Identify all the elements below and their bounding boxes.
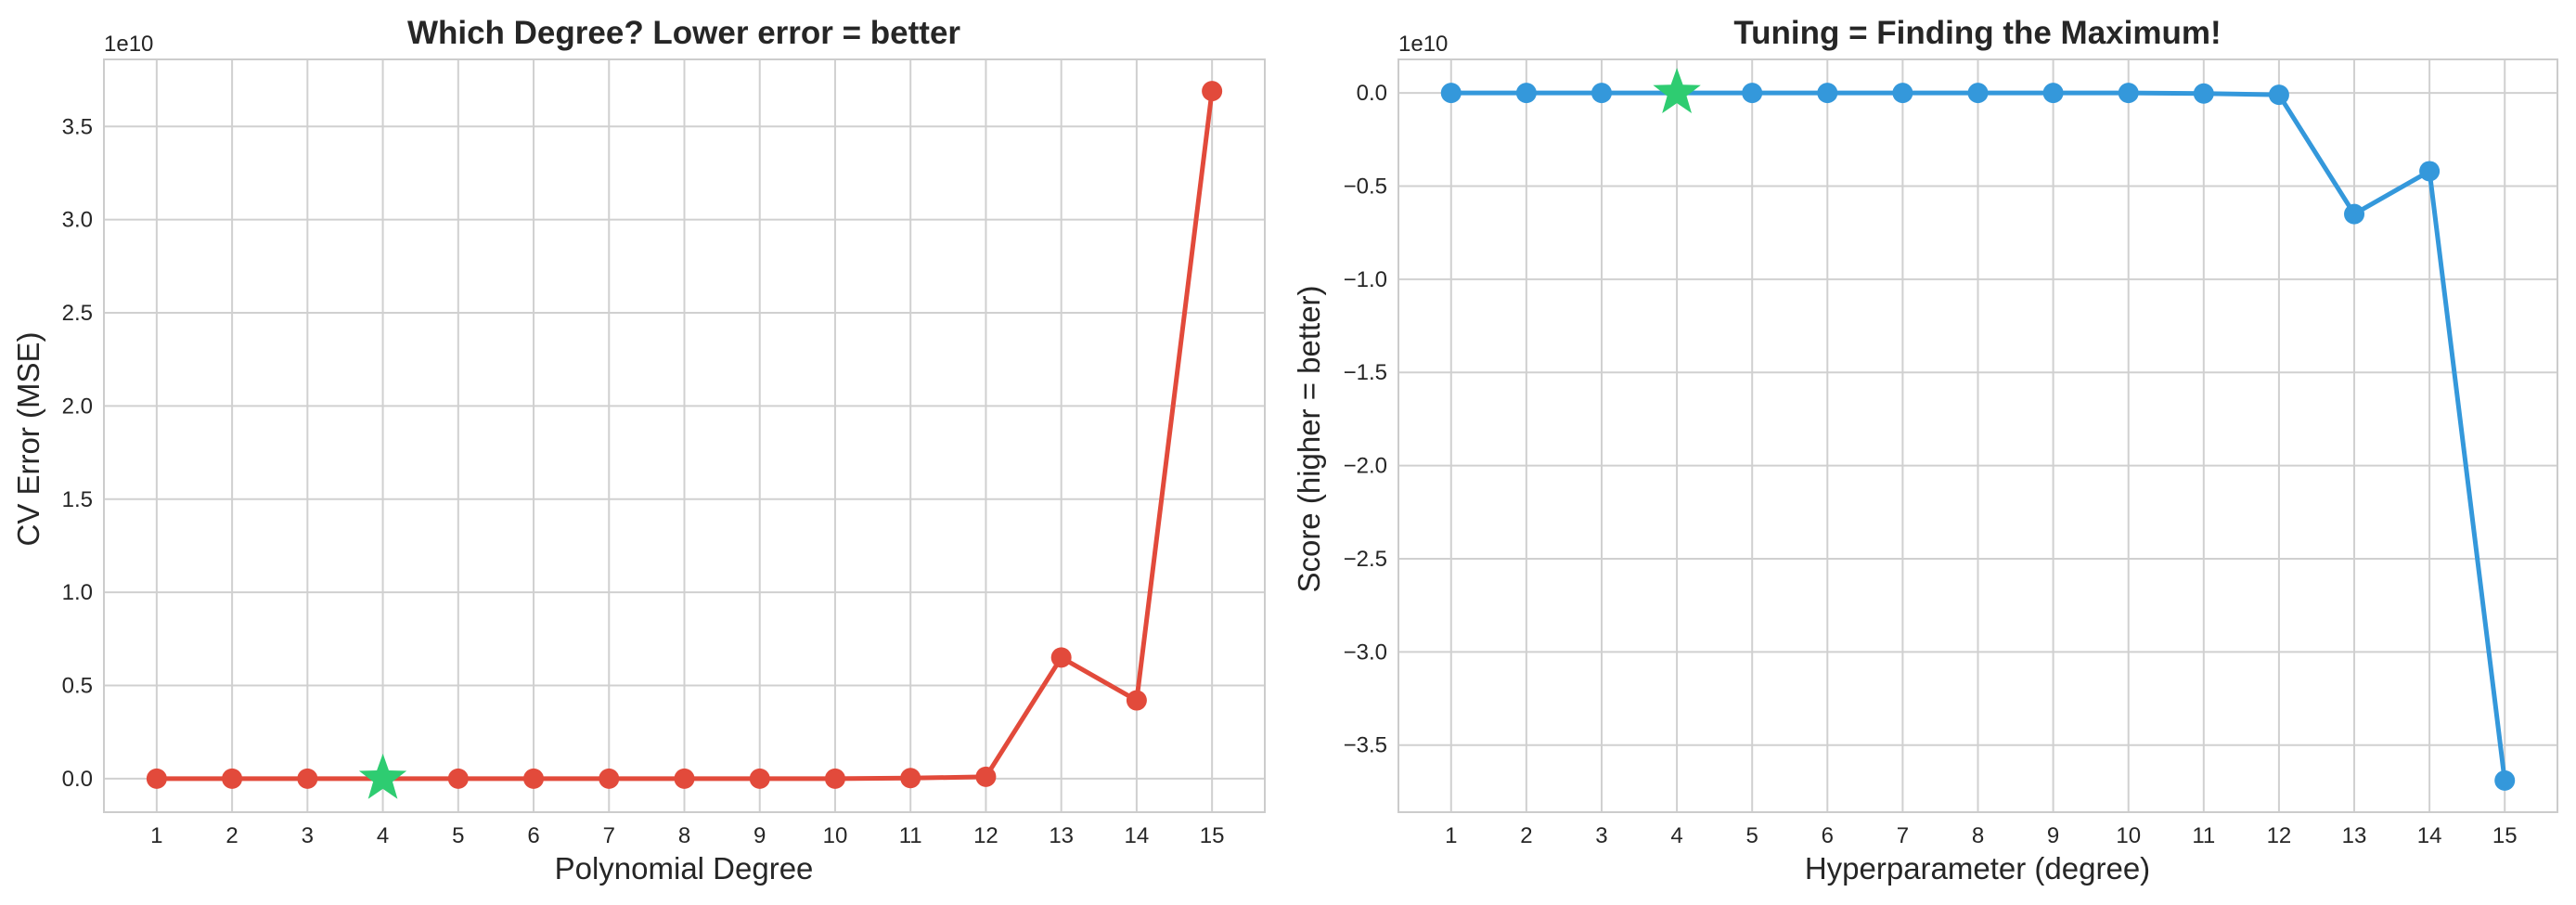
right-x-tick-label: 7	[1897, 823, 1909, 848]
right-x-tick-label: 15	[2492, 823, 2518, 848]
left-plot-frame	[103, 58, 1266, 813]
right-x-tick-label: 4	[1670, 823, 1682, 848]
right-data-point	[2193, 83, 2214, 104]
right-data-point	[1967, 83, 1989, 104]
right-y-tick-label: −3.5	[1344, 733, 1387, 758]
left-data-point	[975, 766, 997, 787]
left-x-axis-label: Polynomial Degree	[555, 851, 814, 886]
left-x-tick-label: 3	[302, 823, 314, 848]
left-x-tick-label: 10	[823, 823, 848, 848]
right-x-axis-label: Hyperparameter (degree)	[1805, 851, 2150, 886]
right-data-point	[1742, 83, 1763, 104]
left-data-point	[1126, 690, 1147, 711]
right-grid	[1398, 59, 2557, 812]
left-x-tick-label: 2	[225, 823, 238, 848]
left-data-point	[599, 768, 620, 789]
left-data-point	[1202, 81, 1223, 102]
right-data-point	[2344, 203, 2365, 225]
right-data-point	[2268, 84, 2289, 106]
left-x-tick-label: 1	[150, 823, 162, 848]
left-y-tick-label: 2.0	[62, 394, 93, 419]
left-chart-title: Which Degree? Lower error = better	[407, 15, 960, 51]
left-data-point	[146, 768, 167, 789]
left-x-tick-label: 12	[973, 823, 998, 848]
right-x-tick-label: 10	[2116, 823, 2141, 848]
right-x-tick-label: 2	[1520, 823, 1532, 848]
left-y-tick-label: 1.0	[62, 580, 93, 605]
left-y-axis-label: CV Error (MSE)	[11, 332, 45, 547]
right-x-tick-label: 13	[2342, 823, 2367, 848]
left-x-tick-label: 8	[678, 823, 690, 848]
right-data-point	[1591, 83, 1612, 104]
left-y-tick-label: 1.5	[62, 487, 93, 512]
left-x-tick-label: 7	[603, 823, 615, 848]
left-y-tick-label: 0.5	[62, 673, 93, 698]
left-grid	[104, 59, 1265, 812]
right-chart-panel: Tuning = Finding the Maximum! 1e10 Hyper…	[1292, 15, 2558, 886]
right-data-point	[1440, 83, 1462, 104]
right-y-tick-label: −1.0	[1344, 267, 1387, 292]
right-data-point	[2042, 83, 2064, 104]
left-chart-panel: Which Degree? Lower error = better 1e10 …	[11, 15, 1266, 886]
left-x-tick-label: 11	[899, 823, 922, 848]
right-data-point	[2494, 769, 2516, 791]
right-data-point	[1892, 83, 1913, 104]
left-data-point	[824, 768, 845, 789]
left-data-point	[749, 768, 770, 789]
left-data-point	[523, 768, 545, 789]
left-y-tick-label: 3.0	[62, 208, 93, 233]
left-x-tick-label: 6	[527, 823, 539, 848]
right-y-tick-label: −0.5	[1344, 175, 1387, 200]
right-x-tick-label: 9	[2047, 823, 2059, 848]
left-x-tick-label: 9	[753, 823, 766, 848]
right-x-tick-label: 14	[2417, 823, 2442, 848]
right-x-tick-label: 12	[2267, 823, 2292, 848]
left-data-point	[297, 768, 318, 789]
right-y-offset-text: 1e10	[1398, 32, 1448, 57]
right-x-tick-label: 3	[1595, 823, 1607, 848]
right-x-tick-label: 6	[1822, 823, 1834, 848]
left-x-tick-label: 15	[1200, 823, 1225, 848]
right-data-point	[2118, 83, 2139, 104]
left-data-point	[222, 768, 243, 789]
right-y-tick-label: −1.5	[1344, 360, 1387, 385]
left-x-tick-label: 14	[1125, 823, 1150, 848]
right-data-point	[1515, 83, 1537, 104]
right-x-tick-label: 11	[2192, 823, 2215, 848]
right-y-tick-label: −3.0	[1344, 640, 1387, 665]
right-y-tick-label: −2.0	[1344, 454, 1387, 479]
right-best-degree-star-marker	[1653, 68, 1701, 113]
left-data-point	[900, 768, 921, 789]
left-x-tick-label: 4	[377, 823, 389, 848]
right-y-tick-label: −2.5	[1344, 547, 1387, 572]
left-data-point	[1050, 647, 1072, 668]
left-y-tick-label: 2.5	[62, 301, 93, 326]
left-y-tick-label: 0.0	[62, 767, 93, 792]
right-data-point	[1817, 83, 1838, 104]
left-x-tick-label: 13	[1049, 823, 1074, 848]
right-plot-frame	[1397, 58, 2558, 813]
right-y-tick-label: 0.0	[1357, 81, 1387, 106]
left-y-tick-label: 3.5	[62, 114, 93, 139]
right-x-tick-label: 8	[1972, 823, 1984, 848]
right-chart-title: Tuning = Finding the Maximum!	[1733, 15, 2221, 51]
right-x-tick-label: 5	[1746, 823, 1758, 848]
left-data-point	[447, 768, 469, 789]
right-data-point	[2419, 161, 2441, 182]
left-x-tick-label: 5	[452, 823, 464, 848]
right-x-tick-label: 1	[1445, 823, 1457, 848]
right-y-axis-label: Score (higher = better)	[1292, 285, 1326, 592]
left-y-offset-text: 1e10	[104, 32, 153, 57]
left-best-degree-star-marker	[358, 753, 407, 799]
left-data-point	[674, 768, 695, 789]
